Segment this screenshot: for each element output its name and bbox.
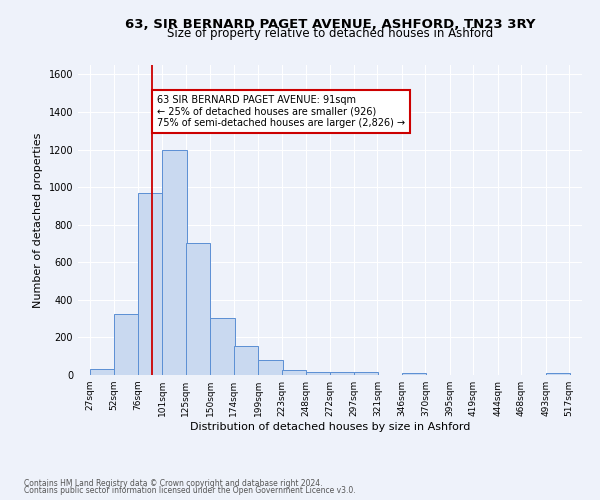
Text: 63 SIR BERNARD PAGET AVENUE: 91sqm
← 25% of detached houses are smaller (926)
75: 63 SIR BERNARD PAGET AVENUE: 91sqm ← 25%… xyxy=(157,95,406,128)
Bar xyxy=(185,244,210,375)
Y-axis label: Number of detached properties: Number of detached properties xyxy=(33,132,43,308)
Bar xyxy=(137,193,162,375)
Bar xyxy=(281,370,306,375)
Bar xyxy=(233,346,258,375)
X-axis label: Distribution of detached houses by size in Ashford: Distribution of detached houses by size … xyxy=(190,422,470,432)
Text: Size of property relative to detached houses in Ashford: Size of property relative to detached ho… xyxy=(167,28,493,40)
Bar xyxy=(162,150,187,375)
Bar xyxy=(114,314,139,375)
Bar xyxy=(329,372,354,375)
Bar xyxy=(210,318,235,375)
Text: Contains HM Land Registry data © Crown copyright and database right 2024.: Contains HM Land Registry data © Crown c… xyxy=(24,478,323,488)
Bar xyxy=(90,370,114,375)
Bar xyxy=(546,372,570,375)
Bar xyxy=(354,372,379,375)
Text: Contains public sector information licensed under the Open Government Licence v3: Contains public sector information licen… xyxy=(24,486,356,495)
Text: 63, SIR BERNARD PAGET AVENUE, ASHFORD, TN23 3RY: 63, SIR BERNARD PAGET AVENUE, ASHFORD, T… xyxy=(125,18,535,30)
Bar xyxy=(258,360,283,375)
Bar xyxy=(306,372,331,375)
Bar xyxy=(402,372,427,375)
